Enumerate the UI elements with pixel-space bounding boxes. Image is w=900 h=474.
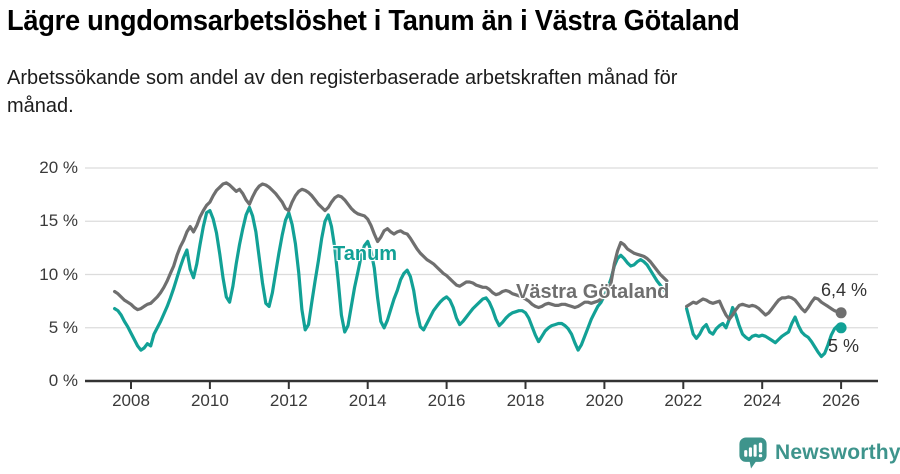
x-axis-label: 2026 bbox=[822, 391, 860, 410]
series-end-dot-vastra-gotaland bbox=[835, 307, 847, 319]
y-axis-label: 15 % bbox=[39, 211, 78, 231]
x-axis-label: 2014 bbox=[348, 391, 387, 410]
y-axis-label: 5 % bbox=[48, 317, 78, 337]
newsworthy-brand-link[interactable]: Newsworthy bbox=[738, 436, 900, 469]
y-axis-label: 20 % bbox=[39, 158, 78, 177]
x-axis-label: 2008 bbox=[112, 391, 150, 410]
end-value-label-vastra-gotaland: 6,4 % bbox=[821, 280, 868, 300]
series-line-vastra-gotaland bbox=[113, 181, 843, 321]
newsworthy-brand-text: Newsworthy bbox=[775, 440, 900, 464]
subtitle-line-1: Arbetssökande som andel av den registerb… bbox=[7, 67, 678, 89]
x-axis-label: 2012 bbox=[269, 391, 308, 410]
x-axis-label: 2016 bbox=[427, 391, 466, 410]
series-label-vastra-gotaland: Västra Götaland bbox=[516, 281, 670, 303]
x-axis-label: 2024 bbox=[743, 391, 782, 410]
series-label-tanum: Tanum bbox=[333, 243, 398, 265]
x-axis-label: 2020 bbox=[585, 391, 624, 410]
x-axis-label: 2018 bbox=[506, 391, 545, 410]
page-title: Lägre ungdomsarbetslöshet i Tanum än i V… bbox=[7, 5, 740, 37]
y-axis-label: 10 % bbox=[39, 264, 78, 284]
y-axis-label: 0 % bbox=[48, 371, 78, 390]
end-value-label-tanum: 5 % bbox=[828, 336, 860, 356]
x-axis-label: 2010 bbox=[190, 391, 229, 410]
chart-subtitle: Arbetssökande som andel av den registerb… bbox=[7, 64, 677, 120]
series-end-dot-tanum bbox=[835, 322, 847, 334]
subtitle-line-2: månad. bbox=[7, 95, 74, 117]
x-axis-label: 2022 bbox=[664, 391, 703, 410]
newsworthy-logo-icon bbox=[739, 437, 767, 469]
series-line-tanum bbox=[113, 205, 843, 359]
